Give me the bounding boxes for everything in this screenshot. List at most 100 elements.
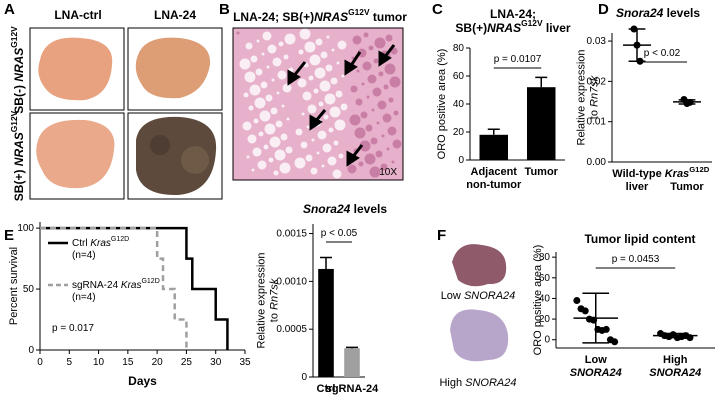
- vacuole: [393, 110, 399, 116]
- vacuole: [315, 38, 323, 46]
- label-run: SB(+): [455, 21, 487, 35]
- vacuole: [366, 95, 370, 99]
- y-axis-label: Relative expressionto Rn7sk: [575, 50, 600, 146]
- liver-photos: [29, 27, 223, 200]
- label-run: High: [663, 354, 688, 366]
- vacuole: [252, 147, 262, 157]
- vacuole: [365, 124, 373, 132]
- label-line: KrasG12D: [665, 165, 710, 180]
- vacuole: [259, 110, 271, 122]
- vacuole: [378, 71, 384, 77]
- label-run: levels: [350, 202, 387, 216]
- label-line: 0.0005: [276, 324, 307, 335]
- label-line: 40: [453, 99, 465, 110]
- y-tick-label: 0: [544, 334, 550, 345]
- chart-title: Snora24 levels: [616, 6, 700, 20]
- row-label: SB(+) NRASG12V: [9, 110, 26, 201]
- label-line: 30: [210, 357, 222, 368]
- vacuole: [389, 76, 401, 88]
- vacuole: [340, 103, 348, 111]
- label-run: Ctrl: [317, 383, 336, 395]
- y-tick-label: 0: [458, 155, 464, 166]
- panel-letter: B: [219, 1, 230, 18]
- x-tick-label: sgRNA-24: [326, 383, 379, 395]
- y-tick-label: 50: [23, 284, 35, 295]
- label-run: Rn7sk: [269, 278, 281, 310]
- vacuole: [273, 170, 279, 176]
- vacuole: [271, 78, 275, 82]
- vacuole: [255, 68, 263, 76]
- label-line: 0: [28, 345, 34, 356]
- label-run: G12D: [111, 236, 129, 243]
- vacuole: [373, 58, 379, 64]
- vacuole: [331, 48, 335, 52]
- label-line: p = 0.0453: [612, 254, 660, 265]
- vacuole: [364, 153, 376, 165]
- vacuole: [302, 91, 312, 101]
- vacuole: [337, 40, 347, 50]
- label-run: B: [219, 1, 230, 18]
- label-line: p = 0.017: [52, 323, 94, 334]
- label-line: 40: [539, 293, 551, 304]
- label-line: SB(+)NRASG12V liver: [455, 18, 570, 35]
- label-run: p = 0.017: [52, 323, 94, 334]
- label-run: 20: [453, 127, 465, 138]
- vacuole: [368, 45, 374, 51]
- column-title: LNA-24: [154, 8, 196, 22]
- vacuole: [326, 35, 330, 39]
- label-run: Rn7sk: [589, 75, 601, 107]
- vacuole: [382, 113, 392, 123]
- liver: [135, 37, 211, 99]
- vacuole: [367, 74, 377, 84]
- y-tick-label: 0.03: [587, 36, 607, 47]
- vacuole: [347, 164, 357, 174]
- label-line: High: [663, 354, 688, 366]
- x-tick-label: Ctrl: [317, 383, 336, 395]
- y-tick-label: 0.00: [587, 157, 607, 168]
- error-bar: [535, 76, 548, 88]
- label-line: 0: [301, 372, 307, 383]
- label-run: tumor: [370, 10, 408, 24]
- label-line: SNORA24: [649, 367, 701, 379]
- vacuole: [377, 100, 387, 110]
- label-line: liver: [626, 181, 649, 193]
- vacuole: [333, 140, 339, 146]
- y-axis-label: ORO positive area (%): [436, 49, 448, 160]
- nodule: [150, 135, 170, 155]
- label-line: Days: [128, 374, 157, 388]
- label-line: 20: [453, 127, 465, 138]
- label-run: Tumor lipid content: [584, 232, 695, 246]
- label-run: non-tumor: [466, 179, 522, 191]
- x-tick-label: Low SNORA24: [570, 354, 622, 379]
- label-line: 80: [539, 252, 551, 263]
- vacuole: [309, 54, 321, 66]
- x-tick-label: Wild-type liver: [612, 168, 661, 193]
- label-run: 60: [539, 272, 551, 283]
- vacuole: [294, 157, 306, 169]
- p-value: p = 0.017: [52, 323, 94, 334]
- label-run: 80: [539, 252, 551, 263]
- vacuole: [327, 156, 337, 166]
- vacuole: [313, 88, 319, 94]
- label-run: 30: [210, 357, 222, 368]
- label-run: 0.0005: [276, 324, 307, 335]
- label-line: Wild-type: [612, 168, 661, 180]
- label-run: 0.00: [587, 157, 607, 168]
- label-run: ORO positive area (%): [532, 245, 544, 356]
- y-tick-label: 80: [453, 43, 465, 54]
- label-line: 20: [539, 314, 551, 325]
- label-line: C: [432, 1, 443, 18]
- label-line: Tumor lipid content: [584, 232, 695, 246]
- label-run: LNA-24;: [490, 7, 536, 21]
- label-line: B: [219, 1, 230, 18]
- label-run: 5: [67, 357, 73, 368]
- vacuole: [354, 127, 366, 139]
- label-run: 0.0010: [276, 276, 307, 287]
- label-line: Relative expression: [255, 253, 267, 349]
- label-run: 10X: [379, 167, 397, 178]
- label-line: 0: [544, 334, 550, 345]
- vacuole: [388, 97, 394, 103]
- vacuole: [374, 37, 386, 49]
- label-line: 60: [539, 272, 551, 283]
